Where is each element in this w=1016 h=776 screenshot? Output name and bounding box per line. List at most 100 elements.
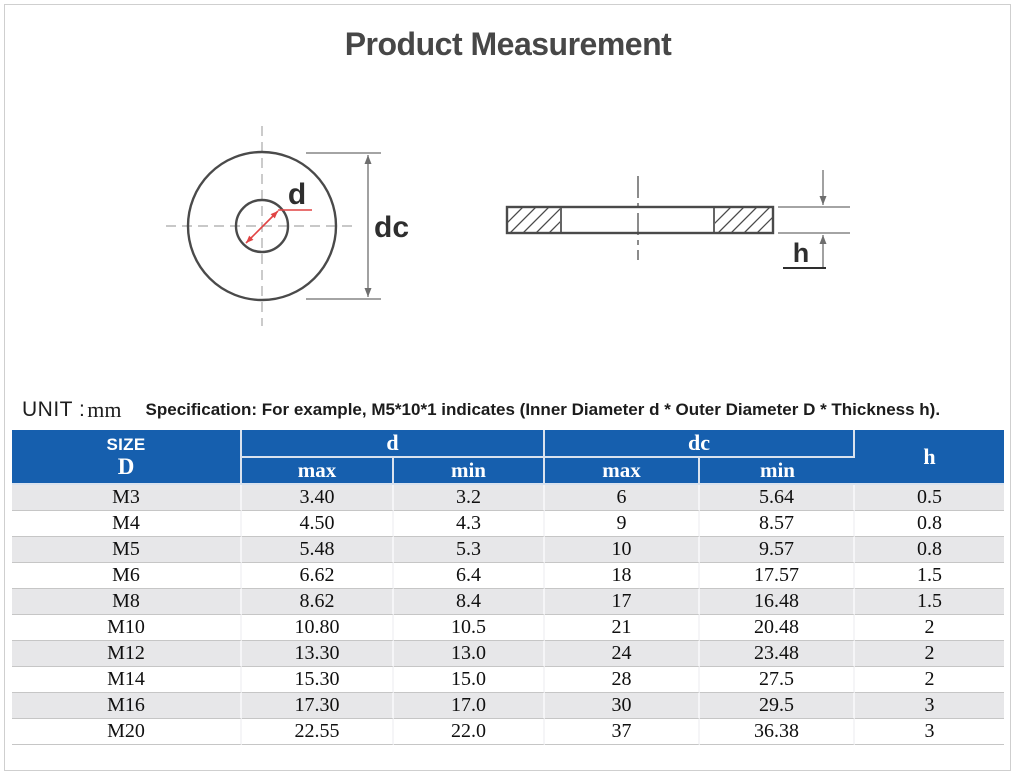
table-cell-h: 1.5 (855, 563, 1004, 589)
table-cell-dc_max: 18 (545, 563, 700, 589)
specification-text: Specification: For example, M5*10*1 indi… (145, 400, 941, 419)
table-cell-dc_max: 9 (545, 511, 700, 537)
table-cell-d_min: 6.4 (394, 563, 545, 589)
table-cell-d_max: 6.62 (242, 563, 394, 589)
table-cell-dc_min: 9.57 (700, 537, 855, 563)
table-row: M8 8.62 8.4 17 16.48 1.5 (12, 589, 1004, 615)
table-cell-h: 2 (855, 641, 1004, 667)
table-cell-d_max: 4.50 (242, 511, 394, 537)
thickness-dimension (778, 170, 850, 269)
header-group-dc: dc (545, 430, 855, 458)
table-cell-dc_min: 36.38 (700, 719, 855, 745)
hatching-right (715, 208, 772, 232)
unit-specification-bar: UNIT : mm Specification: For example, M5… (22, 394, 1002, 426)
table-cell-dc_max: 37 (545, 719, 700, 745)
table-row: M10 10.80 10.5 21 20.48 2 (12, 615, 1004, 641)
table-cell-d_max: 3.40 (242, 485, 394, 511)
table-cell-size: M20 (12, 719, 242, 745)
table-cell-dc_max: 28 (545, 667, 700, 693)
table-cell-size: M16 (12, 693, 242, 719)
header-d-max: max (242, 458, 394, 485)
outer-diameter-label: dc (374, 211, 409, 244)
table-cell-size: M12 (12, 641, 242, 667)
table-cell-h: 0.8 (855, 511, 1004, 537)
thickness-label: h (793, 238, 810, 268)
table-cell-d_max: 22.55 (242, 719, 394, 745)
table-cell-dc_max: 30 (545, 693, 700, 719)
inner-circle (234, 198, 290, 254)
table-cell-h: 1.5 (855, 589, 1004, 615)
table-cell-h: 0.5 (855, 485, 1004, 511)
table-cell-dc_max: 24 (545, 641, 700, 667)
table-cell-d_min: 4.3 (394, 511, 545, 537)
outer-diameter-dimension (306, 152, 381, 300)
table-cell-d_min: 5.3 (394, 537, 545, 563)
header-group-d: d (242, 430, 545, 458)
table-cell-d_max: 13.30 (242, 641, 394, 667)
header-dc-min: min (700, 458, 855, 485)
washer-technical-drawing: d dc (166, 126, 850, 326)
header-size-label: SIZE (106, 434, 146, 454)
table-cell-dc_min: 29.5 (700, 693, 855, 719)
table-cell-d_min: 17.0 (394, 693, 545, 719)
table-row: M3 3.40 3.2 6 5.64 0.5 (12, 485, 1004, 511)
header-h: h (855, 430, 1004, 485)
table-cell-size: M6 (12, 563, 242, 589)
table-cell-d_max: 17.30 (242, 693, 394, 719)
size-table-body: M3 3.40 3.2 6 5.64 0.5 M4 4.50 4.3 9 8.57 0.8 M5 5.48… (12, 485, 1004, 745)
table-cell-h: 2 (855, 667, 1004, 693)
table-cell-d_max: 10.80 (242, 615, 394, 641)
table-row: M16 17.30 17.0 30 29.5 3 (12, 693, 1004, 719)
table-cell-h: 0.8 (855, 537, 1004, 563)
table-cell-dc_min: 16.48 (700, 589, 855, 615)
measurement-table-header: SIZE D d dc h max min max min (12, 430, 1004, 485)
header-d-min: min (394, 458, 545, 485)
table-row: M12 13.30 13.0 24 23.48 2 (12, 641, 1004, 667)
table-cell-h: 2 (855, 615, 1004, 641)
table-row: M14 15.30 15.0 28 27.5 2 (12, 667, 1004, 693)
table-row: M5 5.48 5.3 10 9.57 0.8 (12, 537, 1004, 563)
table-cell-dc_min: 17.57 (700, 563, 855, 589)
table-cell-dc_min: 5.64 (700, 485, 855, 511)
washer-front-view: d dc (166, 126, 409, 326)
table-cell-size: M14 (12, 667, 242, 693)
table-cell-size: M4 (12, 511, 242, 537)
table-cell-dc_max: 10 (545, 537, 700, 563)
table-cell-d_min: 15.0 (394, 667, 545, 693)
table-cell-d_min: 10.5 (394, 615, 545, 641)
table-cell-dc_min: 20.48 (700, 615, 855, 641)
table-row: M6 6.62 6.4 18 17.57 1.5 (12, 563, 1004, 589)
table-cell-dc_min: 27.5 (700, 667, 855, 693)
table-cell-size: M5 (12, 537, 242, 563)
table-cell-d_min: 3.2 (394, 485, 545, 511)
section-outline (505, 205, 775, 235)
unit-label: UNIT : (22, 398, 86, 421)
table-cell-d_min: 8.4 (394, 589, 545, 615)
table-row: M4 4.50 4.3 9 8.57 0.8 (12, 511, 1004, 537)
table-cell-h: 3 (855, 719, 1004, 745)
table-cell-dc_max: 17 (545, 589, 700, 615)
table-cell-dc_max: 6 (545, 485, 700, 511)
table-cell-d_max: 8.62 (242, 589, 394, 615)
unit-value: mm (87, 397, 122, 422)
inner-diameter-arrow (245, 209, 312, 244)
table-cell-size: M10 (12, 615, 242, 641)
header-dc-max: max (545, 458, 700, 485)
table-cell-d_max: 15.30 (242, 667, 394, 693)
table-cell-d_max: 5.48 (242, 537, 394, 563)
table-cell-d_min: 22.0 (394, 719, 545, 745)
hatching-left (508, 208, 560, 232)
outer-circle (186, 150, 338, 302)
header-d-label: D (117, 453, 135, 479)
washer-section-view: h (505, 170, 850, 269)
table-cell-size: M8 (12, 589, 242, 615)
header-size-d: SIZE D (12, 430, 242, 485)
table-cell-h: 3 (855, 693, 1004, 719)
table-cell-dc_min: 23.48 (700, 641, 855, 667)
table-row: M20 22.55 22.0 37 36.38 3 (12, 719, 1004, 745)
page-title: Product Measurement (344, 26, 672, 62)
measurement-table: SIZE D d dc h max min max min M3 3.40 3.2 6… (12, 430, 1004, 745)
inner-diameter-label: d (288, 178, 306, 211)
table-cell-size: M3 (12, 485, 242, 511)
